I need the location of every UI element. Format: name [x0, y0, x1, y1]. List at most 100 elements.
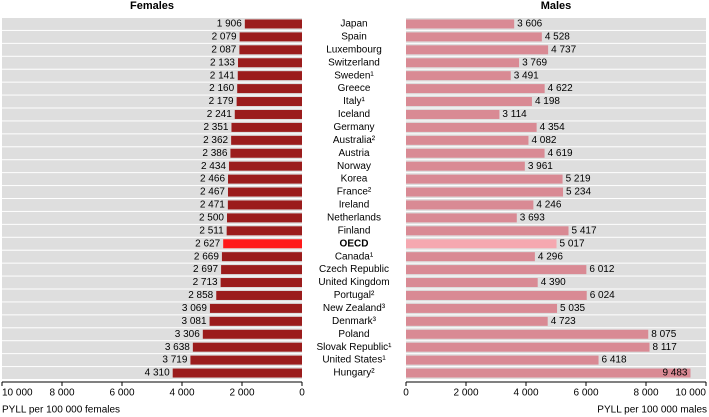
x-tick-label: 6 000 [109, 388, 134, 399]
row-background [2, 30, 302, 43]
value-label: 2 669 [194, 251, 219, 262]
value-label: 2 141 [210, 70, 235, 81]
value-label: 3 114 [502, 109, 527, 120]
row-background [406, 315, 706, 328]
bar [226, 226, 302, 236]
category-label: Korea [341, 174, 368, 185]
bar [406, 355, 599, 365]
row-background [406, 199, 706, 211]
value-label: 3 069 [182, 303, 207, 314]
row-background [406, 95, 706, 108]
bar [234, 109, 302, 119]
category-label: Canada¹ [335, 251, 374, 262]
value-label: 2 241 [207, 109, 232, 120]
bar [406, 84, 545, 94]
bar [406, 265, 587, 275]
value-label: 2 160 [209, 83, 234, 94]
category-label: Austria [338, 148, 370, 159]
value-label: 4 619 [548, 148, 573, 159]
row-background [406, 121, 706, 134]
bar [244, 19, 302, 29]
bar [216, 290, 302, 300]
row-background [2, 134, 302, 147]
value-label: 4 390 [541, 277, 566, 288]
bar [227, 200, 302, 210]
category-label: Sweden¹ [334, 70, 374, 81]
x-tick-label: 8 000 [49, 388, 74, 399]
row-background [2, 147, 302, 160]
row-background [406, 250, 706, 263]
bar [406, 316, 548, 326]
bar [202, 329, 302, 339]
row-background [406, 18, 706, 30]
category-label: Hungary² [333, 368, 375, 379]
category-label: Spain [341, 32, 367, 43]
value-label: 2 697 [193, 264, 218, 275]
x-tick-label: 4 000 [169, 388, 194, 399]
row-background [406, 56, 706, 69]
category-label: Finland [338, 225, 371, 236]
value-label: 3 606 [517, 19, 542, 30]
bar [228, 174, 302, 184]
category-label: Iceland [338, 109, 370, 120]
value-label: 2 471 [200, 200, 225, 211]
value-label: 2 079 [212, 32, 237, 43]
bar [221, 265, 302, 275]
row-background [2, 276, 302, 289]
bar [239, 45, 302, 55]
category-label: OECD [340, 238, 369, 249]
value-label: 3 491 [514, 70, 539, 81]
value-label: 4 737 [551, 44, 576, 55]
bar [406, 135, 529, 145]
row-background [2, 341, 302, 354]
category-label: Australia² [333, 135, 376, 146]
category-label: Norway [337, 161, 371, 172]
value-label: 4 296 [538, 251, 563, 262]
value-label: 6 418 [602, 355, 627, 366]
bar [231, 122, 302, 132]
value-label: 2 179 [209, 96, 234, 107]
bar [220, 278, 302, 288]
value-label: 9 483 [662, 368, 687, 379]
value-label: 4 082 [531, 135, 556, 146]
x-tick-label: 10 000 [2, 388, 33, 399]
row-background [2, 43, 302, 56]
value-label: 2 434 [201, 161, 226, 172]
bar [237, 84, 302, 94]
bar [406, 97, 532, 107]
value-label: 5 035 [560, 303, 585, 314]
x-axis-label: PYLL per 100 000 females [2, 405, 120, 416]
value-label: 2 511 [199, 225, 224, 236]
row-background [2, 328, 302, 341]
row-background [2, 199, 302, 211]
bar [209, 316, 302, 326]
value-label: 4 198 [535, 96, 560, 107]
value-label: 4 528 [545, 32, 570, 43]
value-label: 6 024 [590, 290, 615, 301]
bar [239, 32, 302, 42]
value-label: 3 693 [520, 213, 545, 224]
value-label: 4 246 [536, 200, 561, 211]
bar [406, 239, 557, 249]
row-background [2, 315, 302, 328]
row-background [2, 224, 302, 237]
value-label: 6 012 [589, 264, 614, 275]
row-background [406, 43, 706, 56]
category-label: Luxembourg [326, 44, 382, 55]
value-label: 5 417 [572, 225, 597, 236]
bar [406, 252, 535, 262]
x-tick-label: 2 000 [453, 388, 478, 399]
row-background [2, 18, 302, 30]
bar [406, 329, 649, 339]
category-label: France² [337, 187, 372, 198]
row-background [2, 289, 302, 302]
bar [192, 342, 302, 352]
value-label: 3 961 [528, 161, 553, 172]
bar [221, 252, 302, 262]
bar [227, 213, 302, 223]
value-label: 4 622 [548, 83, 573, 94]
row-background [2, 108, 302, 121]
category-label: United Kingdom [318, 277, 389, 288]
bar [190, 355, 302, 365]
